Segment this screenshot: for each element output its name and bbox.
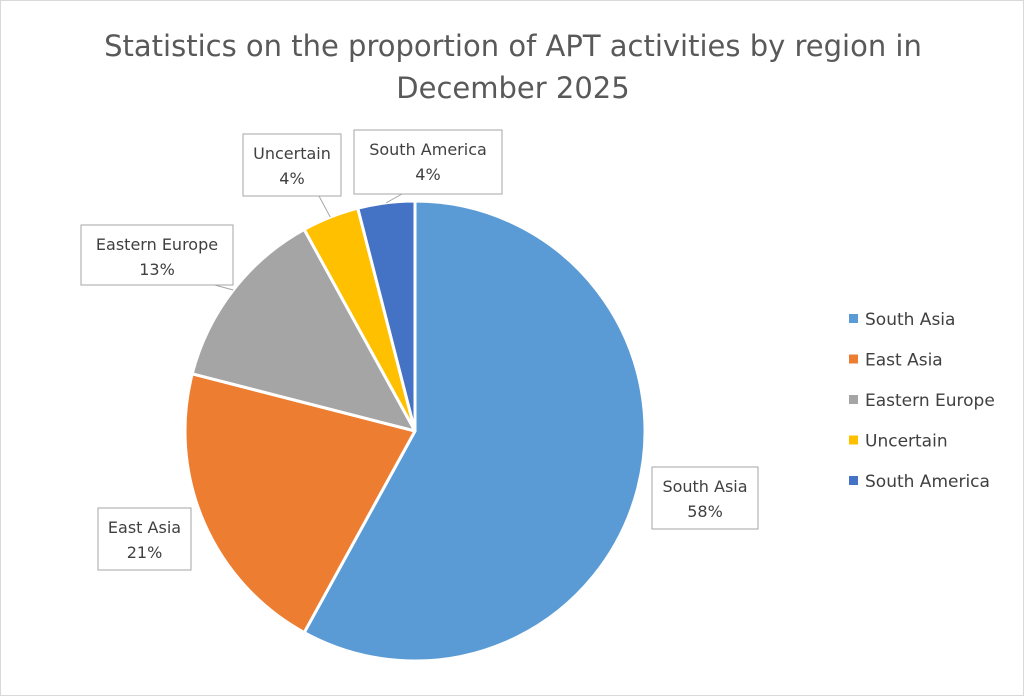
callout-eastern-europe: Eastern Europe 13% xyxy=(80,224,234,286)
legend-label: East Asia xyxy=(865,351,943,371)
callout-box xyxy=(97,507,192,571)
legend: South Asia East Asia Eastern Europe Uncerta… xyxy=(849,310,995,492)
leader-line-south-america xyxy=(385,193,403,204)
callout-category-label: South Asia xyxy=(662,477,747,496)
legend-label: South Asia xyxy=(865,310,955,330)
leader-line-uncertain xyxy=(318,195,331,218)
callout-box xyxy=(80,224,234,286)
callout-category-label: South America xyxy=(369,140,487,159)
legend-item-uncertain: Uncertain xyxy=(849,432,948,452)
callout-south-america: South America 4% xyxy=(353,129,503,195)
chart-title: Statistics on the proportion of APT acti… xyxy=(104,29,922,105)
legend-swatch xyxy=(849,395,858,404)
data-callouts: South Asia 58% East Asia 21% Eastern Europe 1… xyxy=(80,129,759,571)
callout-uncertain: Uncertain 4% xyxy=(242,133,342,197)
callout-percent-label: 21% xyxy=(127,543,163,562)
legend-swatch xyxy=(849,354,858,364)
callout-east-asia: East Asia 21% xyxy=(97,507,192,571)
pie-slices xyxy=(183,199,647,663)
legend-item-east-asia: East Asia xyxy=(849,351,943,371)
pie-slice-east-asia xyxy=(183,372,417,635)
legend-label: Eastern Europe xyxy=(865,391,995,411)
legend-label: Uncertain xyxy=(865,432,948,452)
legend-swatch xyxy=(849,314,858,323)
callout-box xyxy=(353,129,503,195)
legend-item-south-asia: South Asia xyxy=(849,310,955,330)
callout-south-asia: South Asia 58% xyxy=(651,466,759,530)
pie-slice-eastern-europe xyxy=(190,227,417,433)
pie-slice-south-america xyxy=(356,199,417,433)
legend-label: South America xyxy=(865,472,990,492)
callout-box xyxy=(651,466,759,530)
legend-swatch xyxy=(849,435,858,445)
pie-slice-south-asia xyxy=(302,199,647,663)
callout-percent-label: 58% xyxy=(687,502,723,521)
legend-item-eastern-europe: Eastern Europe xyxy=(849,391,995,411)
legend-swatch xyxy=(849,476,858,485)
callout-category-label: East Asia xyxy=(108,518,181,537)
callout-category-label: Uncertain xyxy=(253,144,331,163)
callout-percent-label: 13% xyxy=(139,260,175,279)
callout-percent-label: 4% xyxy=(415,165,440,184)
callout-box xyxy=(242,133,342,197)
legend-item-south-america: South America xyxy=(849,472,990,492)
callout-percent-label: 4% xyxy=(279,169,304,188)
callout-category-label: Eastern Europe xyxy=(96,235,218,254)
